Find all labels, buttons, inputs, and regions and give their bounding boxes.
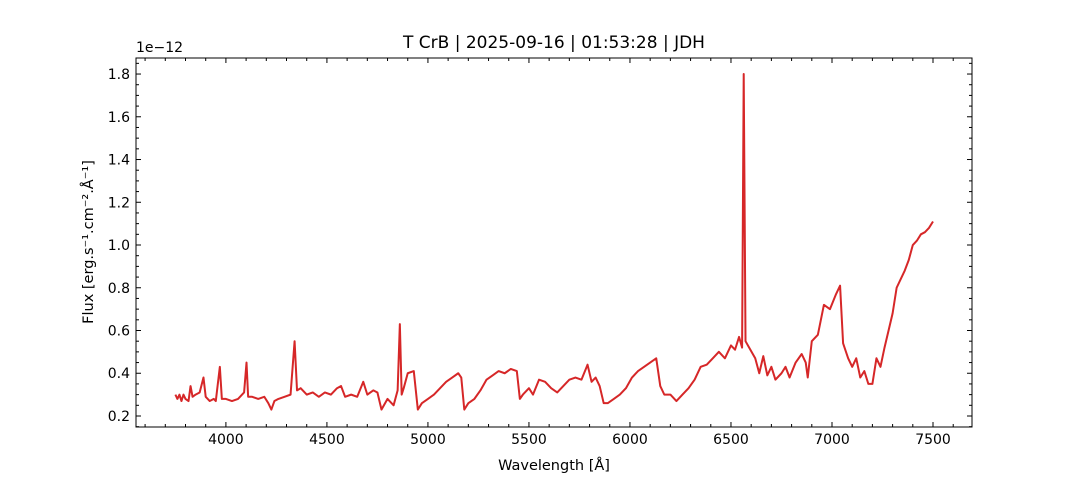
y-tick-label: 1.4	[108, 153, 130, 169]
x-axis-label: Wavelength [Å]	[498, 457, 610, 474]
y-tick-label: 0.6	[108, 324, 130, 340]
chart-title: T CrB | 2025-09-16 | 01:53:28 | JDH	[402, 33, 705, 53]
x-tick-label: 4000	[208, 432, 244, 448]
x-tick-label: 7500	[915, 432, 951, 448]
spectrum-line	[174, 73, 934, 411]
y-offset-label: 1e−12	[136, 40, 183, 56]
y-tick-label: 1.2	[108, 195, 130, 211]
plot-frame	[135, 57, 973, 428]
y-tick-label: 1.0	[108, 238, 130, 254]
y-tick-label: 0.4	[108, 366, 130, 382]
x-tick-label: 5000	[410, 432, 446, 448]
x-tick-label: 4500	[309, 432, 345, 448]
x-tick-label: 6000	[612, 432, 648, 448]
y-tick-label: 0.2	[108, 409, 130, 425]
x-tick-label: 7000	[814, 432, 850, 448]
y-axis-label: Flux [erg.s⁻¹.cm⁻².Å⁻¹]	[80, 160, 97, 324]
y-tick-label: 1.6	[108, 110, 130, 126]
x-tick-label: 5500	[511, 432, 547, 448]
y-tick-label: 0.8	[108, 281, 130, 297]
x-tick-label: 6500	[713, 432, 749, 448]
y-tick-label: 1.8	[108, 67, 130, 83]
